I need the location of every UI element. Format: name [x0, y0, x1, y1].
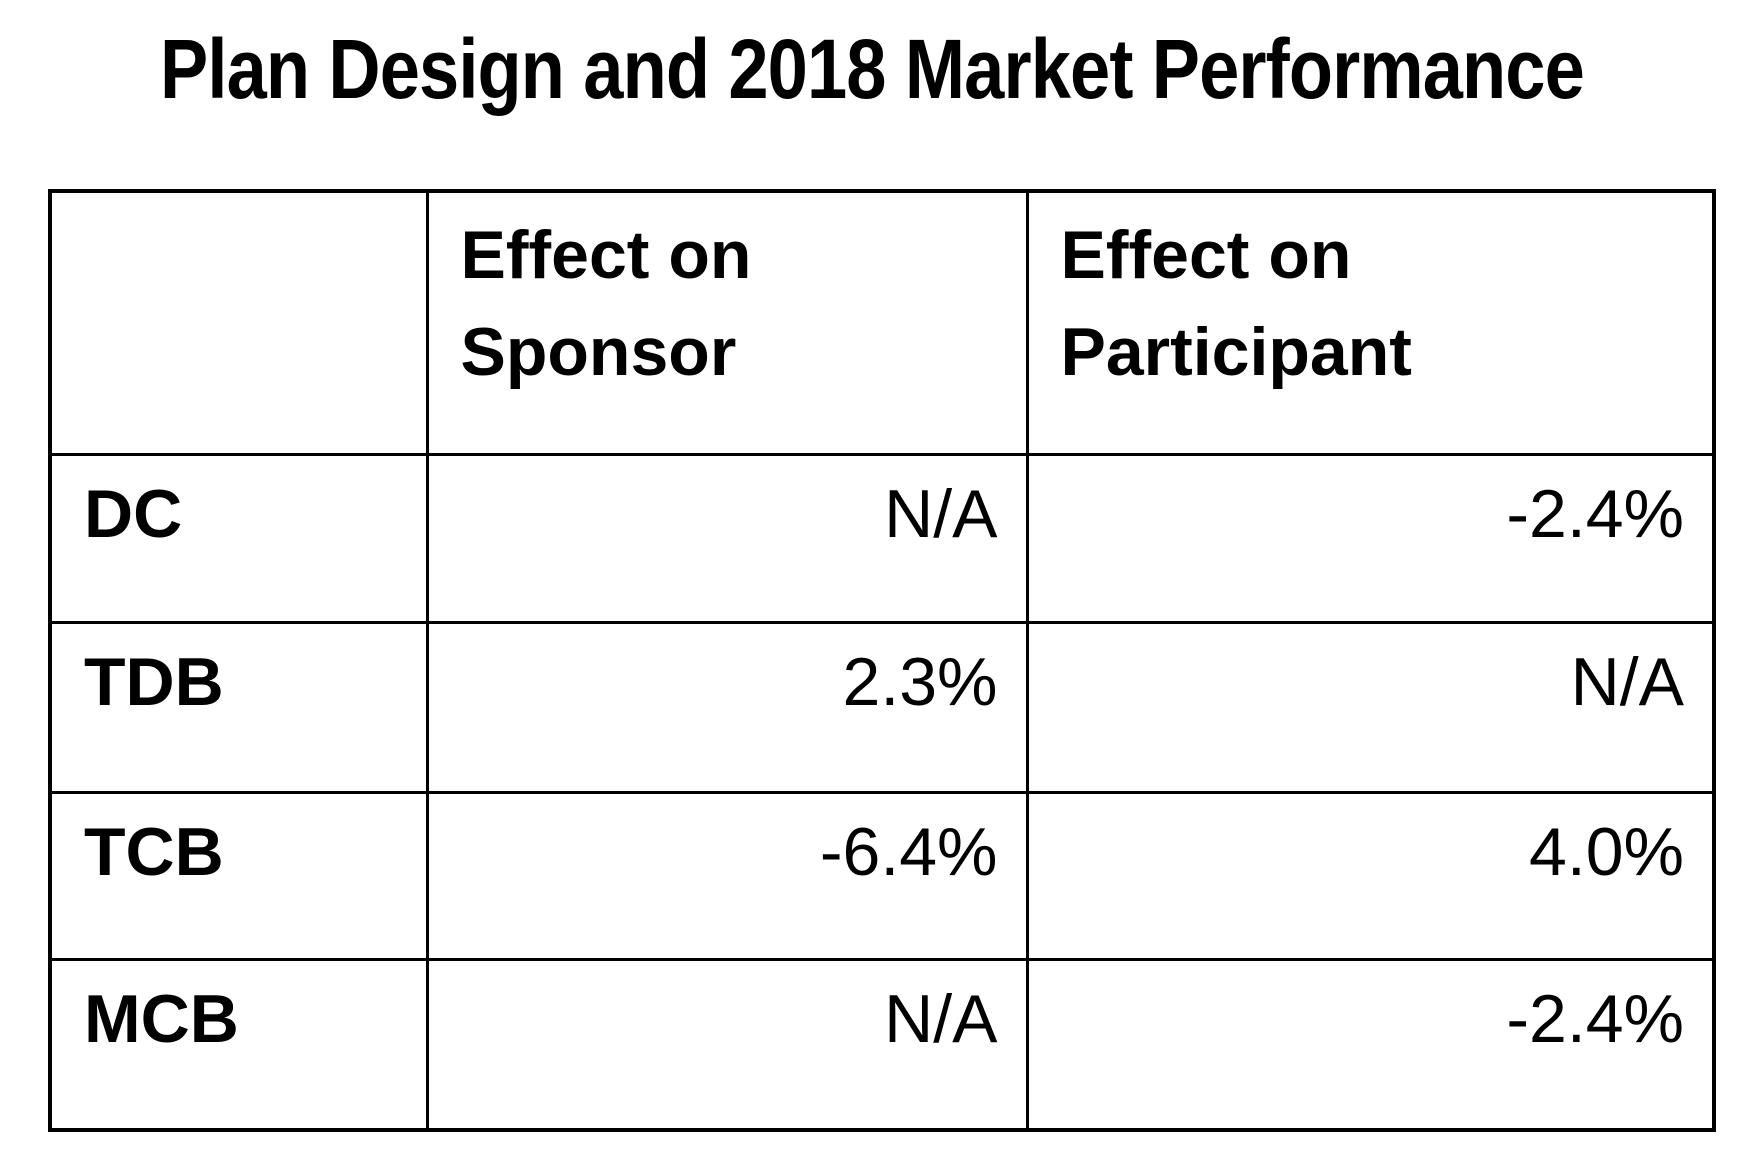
plan-performance-table: Effect on Sponsor Effect on Participant …	[48, 189, 1716, 1132]
page-title: Plan Design and 2018 Market Performance	[160, 22, 1585, 116]
mcb-participant-value: -2.4%	[1025, 957, 1716, 1132]
column-header-effect-on-sponsor: Effect on Sponsor	[425, 189, 1029, 456]
row-label-dc: DC	[48, 452, 429, 624]
header-empty-cell	[48, 189, 429, 456]
dc-sponsor-value: N/A	[425, 452, 1029, 624]
table-row: DC N/A -2.4%	[48, 452, 1716, 624]
mcb-sponsor-value: N/A	[425, 957, 1029, 1132]
tcb-sponsor-value: -6.4%	[425, 790, 1029, 961]
table-row: MCB N/A -2.4%	[48, 957, 1716, 1132]
dc-participant-value: -2.4%	[1025, 452, 1716, 624]
row-label-mcb: MCB	[48, 957, 429, 1132]
table-row: TDB 2.3% N/A	[48, 620, 1716, 794]
row-label-tcb: TCB	[48, 790, 429, 961]
tdb-participant-value: N/A	[1025, 620, 1716, 794]
tdb-sponsor-value: 2.3%	[425, 620, 1029, 794]
row-label-tdb: TDB	[48, 620, 429, 794]
tcb-participant-value: 4.0%	[1025, 790, 1716, 961]
table-row: TCB -6.4% 4.0%	[48, 790, 1716, 961]
table-header-row: Effect on Sponsor Effect on Participant	[48, 189, 1716, 456]
column-header-effect-on-participant: Effect on Participant	[1025, 189, 1716, 456]
